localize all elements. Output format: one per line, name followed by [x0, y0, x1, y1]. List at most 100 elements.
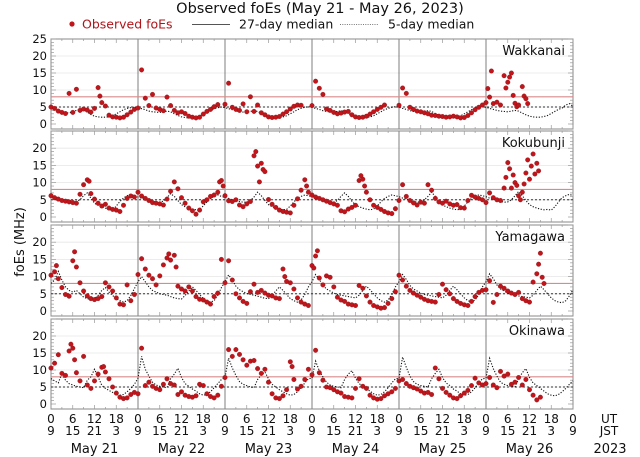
observed-point	[182, 200, 188, 206]
observed-point	[414, 386, 420, 392]
x-tick-label-ut: 12	[261, 412, 276, 426]
observed-point	[244, 300, 250, 306]
observed-point	[218, 178, 224, 183]
x-tick-label-ut: 0	[482, 412, 490, 426]
observed-point	[150, 383, 155, 389]
observed-point	[131, 292, 137, 297]
observed-point	[530, 279, 536, 285]
year-label: 2023	[593, 442, 626, 457]
y-tick-label: 20	[32, 49, 47, 63]
observed-point	[77, 280, 83, 286]
observed-point	[220, 183, 226, 189]
observed-point	[534, 160, 540, 166]
observed-point	[128, 109, 134, 115]
observed-point	[253, 149, 259, 155]
observed-point	[237, 295, 242, 301]
observed-point	[240, 357, 246, 363]
observed-point	[342, 209, 348, 215]
observed-point	[392, 289, 398, 295]
observed-point	[92, 378, 97, 384]
x-tick-label-ut: 18	[544, 412, 559, 426]
observed-point	[70, 109, 76, 115]
observed-point	[102, 369, 108, 375]
observed-point	[218, 256, 224, 262]
observed-point	[168, 103, 174, 109]
observed-point	[396, 102, 402, 108]
observed-point	[95, 200, 101, 206]
observed-point	[251, 153, 257, 159]
observed-point	[142, 383, 148, 389]
day-label: May 25	[419, 442, 467, 457]
observed-point	[229, 353, 235, 359]
observed-point	[101, 364, 107, 370]
observed-point	[367, 111, 373, 117]
observed-point	[222, 101, 228, 107]
observed-point	[392, 385, 398, 391]
observed-point	[304, 183, 310, 189]
observed-point	[135, 272, 141, 277]
observed-point	[539, 274, 545, 280]
observed-point	[512, 292, 518, 297]
observed-point	[519, 84, 525, 90]
x-tick-label-jst: 15	[326, 424, 341, 438]
observed-point	[311, 265, 317, 271]
observed-point	[331, 284, 337, 290]
observed-point	[48, 365, 54, 371]
observed-point	[472, 294, 478, 300]
observed-point	[211, 395, 217, 401]
observed-point	[66, 348, 72, 354]
observed-point	[429, 187, 435, 193]
observed-point	[124, 112, 130, 118]
observed-point	[314, 248, 320, 254]
observed-point	[287, 106, 293, 112]
observed-point	[95, 371, 101, 377]
observed-point	[320, 377, 326, 383]
observed-point	[117, 209, 123, 214]
observed-point	[334, 294, 340, 300]
observed-point	[498, 283, 503, 289]
observed-point	[450, 296, 456, 302]
x-tick-label-ut: 6	[417, 412, 425, 426]
observed-point	[262, 169, 268, 175]
observed-point	[472, 375, 478, 381]
x-tick-label-jst: 3	[547, 424, 555, 438]
observed-point	[309, 103, 315, 109]
observed-point	[516, 193, 522, 199]
observed-point	[313, 347, 319, 353]
observed-point	[510, 92, 516, 98]
observed-point	[258, 287, 264, 293]
observed-point	[302, 377, 308, 382]
observed-point	[113, 295, 119, 301]
observed-point	[313, 253, 319, 259]
x-tick-label-ut: 6	[243, 412, 251, 426]
observed-point	[86, 178, 92, 184]
observed-point	[52, 269, 58, 275]
observed-point	[527, 387, 532, 393]
observed-point	[222, 375, 228, 380]
observed-point	[436, 292, 442, 297]
observed-point	[157, 387, 163, 393]
observed-point	[84, 382, 90, 388]
observed-point	[269, 201, 275, 207]
observed-point	[146, 103, 152, 109]
observed-point	[487, 375, 493, 380]
x-tick-label-jst: 3	[199, 424, 207, 438]
y-tick-label: 10	[32, 270, 47, 284]
x-tick-label-ut: 12	[348, 412, 363, 426]
observed-point	[400, 85, 406, 91]
observed-point	[95, 85, 101, 91]
observed-point	[88, 191, 94, 197]
x-tick-label-ut: 12	[435, 412, 450, 426]
x-unit-label-ut: UT	[601, 412, 618, 426]
observed-point	[432, 365, 438, 371]
observed-point	[168, 257, 174, 263]
observed-point	[52, 360, 58, 366]
observed-point	[403, 90, 409, 96]
observed-point	[378, 104, 384, 110]
y-tick-label: 20	[32, 141, 47, 155]
observed-point	[536, 261, 542, 267]
observed-point	[139, 67, 145, 73]
observed-point	[418, 294, 424, 300]
observed-point	[349, 112, 355, 118]
observed-point	[454, 396, 460, 402]
